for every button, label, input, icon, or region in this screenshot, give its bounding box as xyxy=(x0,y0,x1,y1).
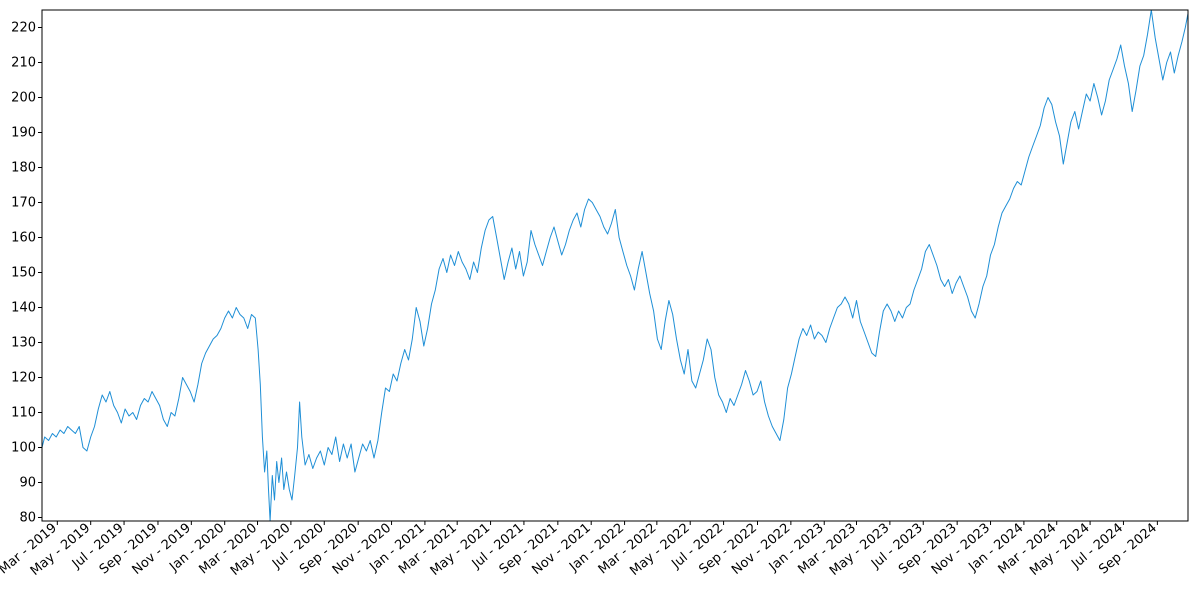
y-tick-label: 210 xyxy=(11,56,36,71)
y-tick-label: 90 xyxy=(19,476,36,491)
y-tick-label: 140 xyxy=(11,301,36,316)
plot-frame xyxy=(41,9,1189,522)
y-tick-label: 220 xyxy=(11,21,36,36)
y-tick-label: 190 xyxy=(11,126,36,141)
y-tick-label: 120 xyxy=(11,371,36,386)
y-tick-label: 170 xyxy=(11,196,36,211)
y-tick-label: 110 xyxy=(11,406,36,421)
y-tick-label: 160 xyxy=(11,231,36,246)
y-tick-label: 100 xyxy=(11,441,36,456)
plot-background xyxy=(42,10,1188,521)
y-tick-label: 200 xyxy=(11,91,36,106)
y-tick-label: 80 xyxy=(19,511,36,526)
y-tick-label: 130 xyxy=(11,336,36,351)
series-layer xyxy=(41,9,1189,522)
y-axis-ticks: 80 90 100 110 120 130 140 150 160 170 180 190 200 210… xyxy=(11,21,42,526)
series-line-0 xyxy=(41,9,1189,522)
y-tick-label: 180 xyxy=(11,161,36,176)
y-tick-label: 150 xyxy=(11,266,36,281)
